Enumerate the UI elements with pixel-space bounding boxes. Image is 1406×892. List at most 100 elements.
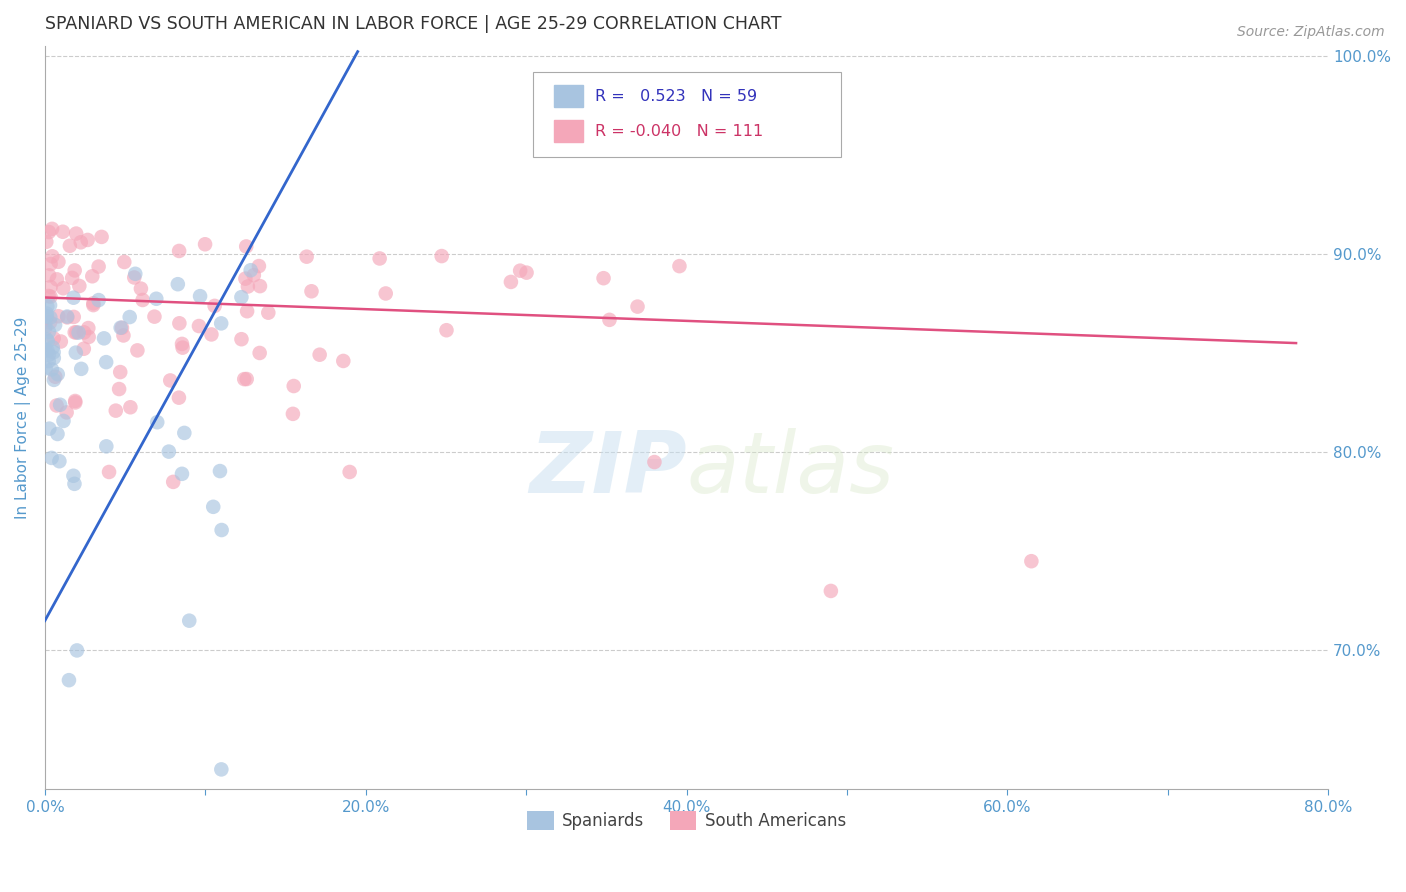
Point — [332, 354, 354, 368]
Point — [162, 475, 184, 489]
Point — [90, 230, 112, 244]
Point — [39, 310, 62, 325]
Point — [239, 263, 262, 277]
Point — [122, 270, 145, 285]
Point — [41, 249, 63, 263]
Point — [37, 300, 59, 314]
Point — [231, 332, 253, 346]
Point — [112, 255, 135, 269]
Point — [167, 391, 190, 405]
Point — [34, 319, 56, 334]
Point — [131, 293, 153, 307]
Point — [76, 233, 98, 247]
Point — [48, 310, 70, 324]
Point — [108, 382, 131, 396]
Point — [59, 239, 82, 253]
Point — [118, 310, 141, 324]
Point — [38, 225, 60, 239]
Point — [170, 467, 193, 481]
Point — [62, 468, 84, 483]
Point — [42, 345, 65, 359]
Point — [62, 291, 84, 305]
Point — [104, 403, 127, 417]
Point — [65, 395, 87, 409]
Point — [236, 279, 259, 293]
Point — [257, 306, 280, 320]
Point — [58, 673, 80, 688]
Point — [430, 249, 453, 263]
Point — [63, 326, 86, 340]
Point — [67, 326, 90, 340]
Point — [38, 348, 60, 362]
Point — [38, 422, 60, 436]
Point — [301, 285, 323, 299]
Point — [73, 326, 96, 340]
Point — [820, 583, 842, 598]
Point — [38, 289, 60, 303]
Point — [308, 348, 330, 362]
Point — [159, 374, 181, 388]
Point — [52, 281, 75, 295]
Point — [172, 341, 194, 355]
Bar — [554, 85, 582, 107]
Point — [77, 321, 100, 335]
Point — [188, 289, 211, 303]
Point — [436, 323, 458, 337]
Point — [82, 296, 104, 310]
Point — [643, 455, 665, 469]
Point — [98, 465, 121, 479]
Point — [34, 361, 56, 376]
Point — [516, 266, 538, 280]
Point — [39, 290, 62, 304]
Point — [143, 310, 166, 324]
Point — [38, 268, 60, 283]
Point — [44, 318, 66, 332]
Point — [55, 405, 77, 419]
Point — [73, 342, 96, 356]
Text: atlas: atlas — [686, 428, 894, 511]
Text: Source: ZipAtlas.com: Source: ZipAtlas.com — [1237, 25, 1385, 39]
Point — [42, 373, 65, 387]
Point — [41, 450, 63, 465]
Point — [339, 465, 361, 479]
Point — [60, 271, 83, 285]
Point — [35, 312, 58, 326]
Legend: Spaniards, South Americans: Spaniards, South Americans — [520, 804, 852, 837]
Point — [167, 244, 190, 258]
Point — [194, 237, 217, 252]
Point — [65, 345, 87, 359]
Point — [592, 271, 614, 285]
Point — [38, 354, 60, 368]
Point — [236, 304, 259, 318]
Point — [112, 328, 135, 343]
Point — [281, 407, 304, 421]
Point — [120, 401, 142, 415]
Point — [37, 334, 59, 348]
Point — [235, 271, 257, 285]
FancyBboxPatch shape — [533, 71, 841, 157]
Text: ZIP: ZIP — [529, 428, 686, 511]
Point — [62, 310, 84, 324]
Point — [39, 257, 62, 271]
Point — [509, 263, 531, 277]
Point — [111, 320, 134, 334]
Point — [42, 331, 65, 345]
Point — [66, 643, 89, 657]
Point — [96, 439, 118, 453]
Point — [63, 394, 86, 409]
Point — [34, 343, 56, 357]
Point — [65, 227, 87, 241]
Point — [41, 362, 63, 376]
Point — [668, 259, 690, 273]
Point — [110, 320, 132, 334]
Point — [170, 337, 193, 351]
Point — [235, 239, 257, 253]
Point — [87, 293, 110, 307]
Point — [39, 280, 62, 294]
Point — [39, 298, 62, 312]
Point — [35, 307, 58, 321]
Point — [374, 286, 396, 301]
Text: SPANIARD VS SOUTH AMERICAN IN LABOR FORCE | AGE 25-29 CORRELATION CHART: SPANIARD VS SOUTH AMERICAN IN LABOR FORC… — [45, 15, 782, 33]
Point — [87, 260, 110, 274]
Point — [42, 351, 65, 365]
